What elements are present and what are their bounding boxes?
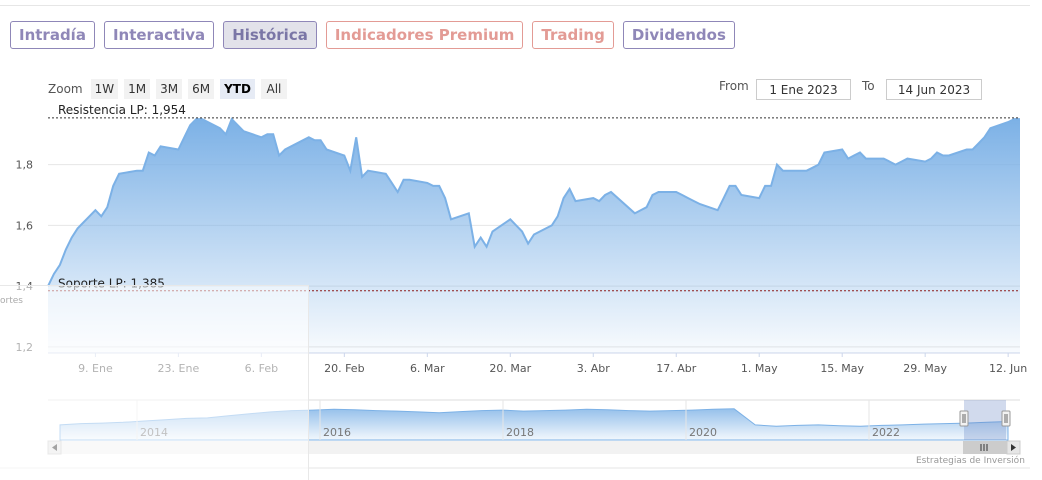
- zoom-button-3m[interactable]: 3M: [156, 79, 183, 99]
- x-tick-label: 20. Mar: [489, 362, 531, 375]
- x-tick-label: 6. Mar: [410, 362, 445, 375]
- arrow-right-icon: [1011, 444, 1016, 451]
- navigator-right-handle[interactable]: [1001, 410, 1011, 427]
- x-tick-label: 12. Jun: [989, 362, 1027, 375]
- navigator-year-label: 2016: [323, 426, 351, 439]
- from-date-input[interactable]: 1 Ene 2023: [756, 79, 851, 100]
- x-tick-label: 29. May: [903, 362, 947, 375]
- x-tick-label: 17. Abr: [656, 362, 696, 375]
- side-panel-text: ortes: [0, 296, 23, 306]
- x-tick-label: 20. Feb: [324, 362, 364, 375]
- zoom-button-6m[interactable]: 6M: [188, 79, 215, 99]
- tab-dividendos[interactable]: Dividendos: [622, 21, 735, 49]
- to-label: To: [862, 79, 875, 93]
- zoom-button-group: 1W 1M 3M 6M YTD All: [90, 79, 287, 99]
- navigator-left-handle[interactable]: [959, 410, 969, 427]
- zoom-button-ytd[interactable]: YTD: [220, 79, 255, 99]
- side-panel-overlay: [0, 285, 309, 480]
- tab-indicadores-premium[interactable]: Indicadores Premium: [325, 21, 524, 49]
- from-label: From: [719, 79, 749, 93]
- y-tick-label: 1,6: [16, 219, 34, 232]
- zoom-label: Zoom: [48, 82, 83, 96]
- scrollbar-thumb[interactable]: [963, 441, 1007, 454]
- zoom-button-1w[interactable]: 1W: [90, 79, 119, 99]
- y-tick-label: 1,8: [16, 159, 34, 172]
- zoom-controls: Zoom 1W 1M 3M 6M YTD All: [48, 79, 287, 99]
- chart-credit[interactable]: Estrategias de Inversión: [916, 456, 1025, 466]
- tab-interactiva[interactable]: Interactiva: [103, 21, 215, 49]
- resistance-label: Resistencia LP: 1,954: [58, 103, 186, 117]
- x-tick-label: 3. Abr: [577, 362, 610, 375]
- to-date-input[interactable]: 14 Jun 2023: [886, 79, 982, 100]
- zoom-button-1m[interactable]: 1M: [124, 79, 151, 99]
- price-line: [47, 117, 1020, 287]
- zoom-button-all[interactable]: All: [260, 79, 287, 99]
- top-divider: [0, 5, 1030, 6]
- navigator-year-label: 2022: [872, 426, 900, 439]
- tab-hist-rica[interactable]: Histórica: [223, 21, 317, 49]
- navigator-year-label: 2018: [506, 426, 534, 439]
- x-tick-label: 1. May: [741, 362, 778, 375]
- x-tick-label: 15. May: [820, 362, 864, 375]
- navigator-year-label: 2020: [689, 426, 717, 439]
- navigator-selection[interactable]: [964, 400, 1006, 440]
- tab-bar: Intradía Interactiva Histórica Indicadores …: [10, 21, 735, 49]
- tab-trading[interactable]: Trading: [532, 21, 614, 49]
- tab-intrad-a[interactable]: Intradía: [10, 21, 95, 49]
